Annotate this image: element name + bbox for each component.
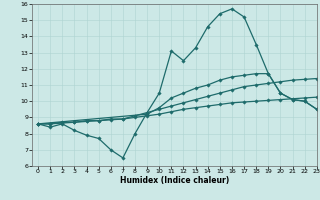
X-axis label: Humidex (Indice chaleur): Humidex (Indice chaleur) — [120, 176, 229, 185]
